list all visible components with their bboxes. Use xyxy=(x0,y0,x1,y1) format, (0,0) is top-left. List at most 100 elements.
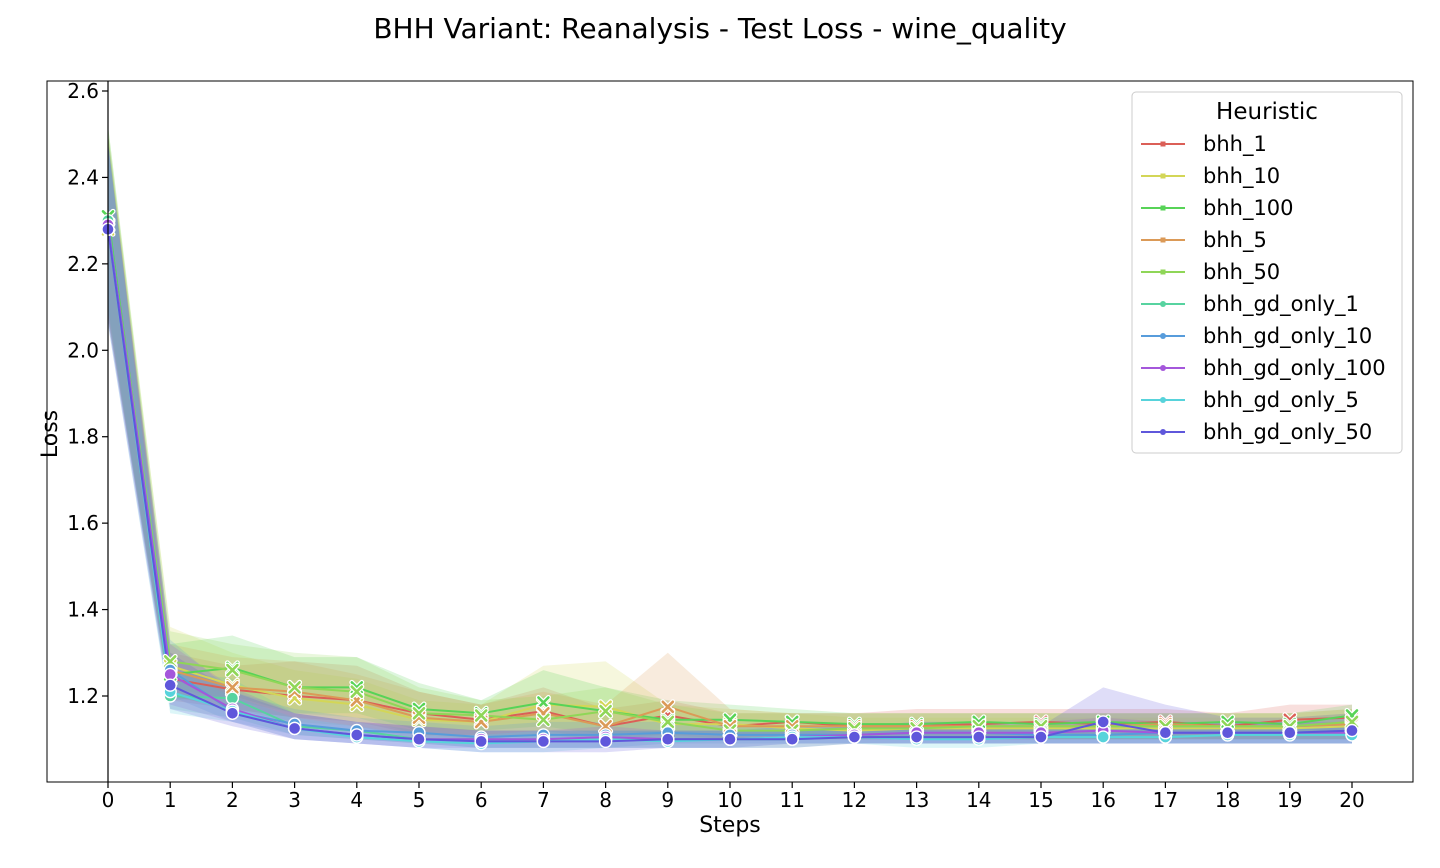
x-tick-label: 16 xyxy=(1090,788,1115,812)
point-bhh_50 xyxy=(474,709,488,722)
x-tick-label: 6 xyxy=(475,788,488,812)
x-axis-ticks: 0 1 2 3 4 5 6 7 8 9 10 11 12 13 14 15 16 17 18 19 20 xyxy=(102,782,1365,812)
series-markers xyxy=(100,208,1360,751)
point-bhh_50 xyxy=(288,681,301,694)
point-bhh_gd_only_50 xyxy=(909,730,924,744)
point-bhh_50 xyxy=(661,715,675,729)
legend-label: bhh_50 xyxy=(1203,260,1280,285)
legend-item-bhh_gd_only_100: bhh_gd_only_100 xyxy=(1141,356,1386,381)
y-tick-label: 2.0 xyxy=(67,338,99,362)
legend-swatch-marker xyxy=(1160,301,1166,307)
legend-swatch-marker xyxy=(1160,269,1166,275)
x-tick-label: 1 xyxy=(164,788,177,812)
point-bhh_gd_only_50 xyxy=(1096,715,1110,729)
point-bhh_50 xyxy=(537,713,550,727)
legend-item-bhh_gd_only_5: bhh_gd_only_5 xyxy=(1141,388,1359,413)
legend-label: bhh_100 xyxy=(1203,196,1294,221)
legend-item-bhh_gd_only_1: bhh_gd_only_1 xyxy=(1141,292,1359,317)
legend-label: bhh_gd_only_1 xyxy=(1203,292,1359,317)
legend-item-bhh_100: bhh_100 xyxy=(1141,196,1294,221)
legend-label: bhh_gd_only_10 xyxy=(1203,324,1372,349)
point-bhh_gd_only_50 xyxy=(1220,726,1235,740)
y-tick-label: 1.4 xyxy=(67,598,99,622)
legend-swatch-marker xyxy=(1160,333,1166,339)
point-bhh_gd_only_50 xyxy=(1034,730,1048,744)
y-axis-ticks: 1.2 1.4 1.6 1.8 2.0 2.2 2.4 2.6 xyxy=(67,79,108,708)
x-tick-label: 2 xyxy=(226,788,239,812)
band-bhh_10 xyxy=(108,134,1352,740)
y-tick-label: 2.2 xyxy=(67,252,99,276)
band-bhh_100 xyxy=(108,125,1352,735)
legend-label: bhh_5 xyxy=(1203,228,1267,253)
legend-item-bhh_5: bhh_5 xyxy=(1141,228,1267,253)
point-bhh_50 xyxy=(350,685,364,698)
band-bhh_1 xyxy=(108,134,1352,740)
x-tick-label: 20 xyxy=(1339,788,1364,812)
point-bhh_gd_only_50 xyxy=(661,732,675,746)
legend-label: bhh_10 xyxy=(1203,164,1280,189)
y-axis-label: Loss xyxy=(38,410,63,458)
point-bhh_gd_only_50 xyxy=(225,706,240,720)
x-tick-label: 9 xyxy=(661,788,674,812)
point-bhh_gd_only_5 xyxy=(1096,730,1110,744)
point-bhh_gd_only_50 xyxy=(350,728,364,742)
x-tick-label: 13 xyxy=(904,788,929,812)
point-bhh_gd_only_50 xyxy=(972,730,986,744)
band-bhh_5 xyxy=(108,134,1352,740)
point-bhh_gd_only_50 xyxy=(1158,726,1173,740)
x-tick-label: 17 xyxy=(1153,788,1178,812)
point-bhh_50 xyxy=(226,663,239,677)
point-bhh_gd_only_50 xyxy=(1283,726,1297,740)
x-tick-label: 3 xyxy=(288,788,301,812)
legend-item-bhh_50: bhh_50 xyxy=(1141,260,1280,285)
point-bhh_gd_only_50 xyxy=(412,732,426,746)
x-tick-label: 7 xyxy=(537,788,550,812)
legend-label: bhh_gd_only_100 xyxy=(1203,356,1386,381)
point-bhh_50 xyxy=(599,704,612,718)
y-tick-label: 2.4 xyxy=(67,165,99,189)
point-bhh_gd_only_50 xyxy=(163,678,177,692)
legend-item-bhh_1: bhh_1 xyxy=(1141,132,1267,157)
point-bhh_5 xyxy=(661,700,675,714)
legend-label: bhh_gd_only_50 xyxy=(1203,420,1372,445)
x-tick-label: 10 xyxy=(717,788,742,812)
x-tick-label: 0 xyxy=(102,788,115,812)
x-tick-label: 11 xyxy=(779,788,804,812)
point-bhh_5 xyxy=(226,681,239,694)
point-bhh_gd_only_50 xyxy=(785,732,799,746)
x-tick-label: 12 xyxy=(842,788,867,812)
legend-swatch-marker xyxy=(1160,397,1166,403)
legend-items: bhh_1 bhh_10 bhh_100 bhh_5 bhh_50 bhh_gd_only… xyxy=(1141,132,1386,445)
legend-swatch-marker xyxy=(1160,205,1166,211)
point-bhh_gd_only_50 xyxy=(723,732,737,746)
legend-label: bhh_gd_only_5 xyxy=(1203,388,1359,413)
point-bhh_100 xyxy=(537,696,550,709)
x-tick-label: 15 xyxy=(1028,788,1053,812)
legend-item-bhh_gd_only_10: bhh_gd_only_10 xyxy=(1141,324,1372,349)
legend-swatch-marker xyxy=(1160,429,1166,435)
x-tick-label: 19 xyxy=(1277,788,1302,812)
point-bhh_gd_only_50 xyxy=(1345,723,1359,738)
point-bhh_gd_only_50 xyxy=(287,721,302,736)
legend-swatch-marker xyxy=(1160,365,1166,371)
legend: Heuristic bhh_1 bhh_10 bhh_100 bhh_5 bhh_50b… xyxy=(1131,91,1403,454)
legend-swatch-marker xyxy=(1160,141,1166,147)
x-tick-label: 18 xyxy=(1215,788,1240,812)
legend-swatch-marker xyxy=(1160,173,1166,179)
point-bhh_gd_only_50 xyxy=(847,730,862,744)
y-tick-label: 2.6 xyxy=(67,79,99,103)
legend-title: Heuristic xyxy=(1216,99,1318,125)
point-bhh_50 xyxy=(412,706,426,720)
x-tick-label: 8 xyxy=(599,788,612,812)
legend-item-bhh_10: bhh_10 xyxy=(1141,164,1280,189)
band-bhh_50 xyxy=(108,125,1352,740)
point-bhh_gd_only_50 xyxy=(474,734,488,749)
legend-swatch-marker xyxy=(1160,237,1166,243)
point-bhh_gd_only_50 xyxy=(536,734,551,749)
x-tick-label: 5 xyxy=(413,788,426,812)
y-tick-label: 1.2 xyxy=(67,684,99,708)
legend-label: bhh_1 xyxy=(1203,132,1267,157)
y-tick-label: 1.6 xyxy=(67,511,99,535)
